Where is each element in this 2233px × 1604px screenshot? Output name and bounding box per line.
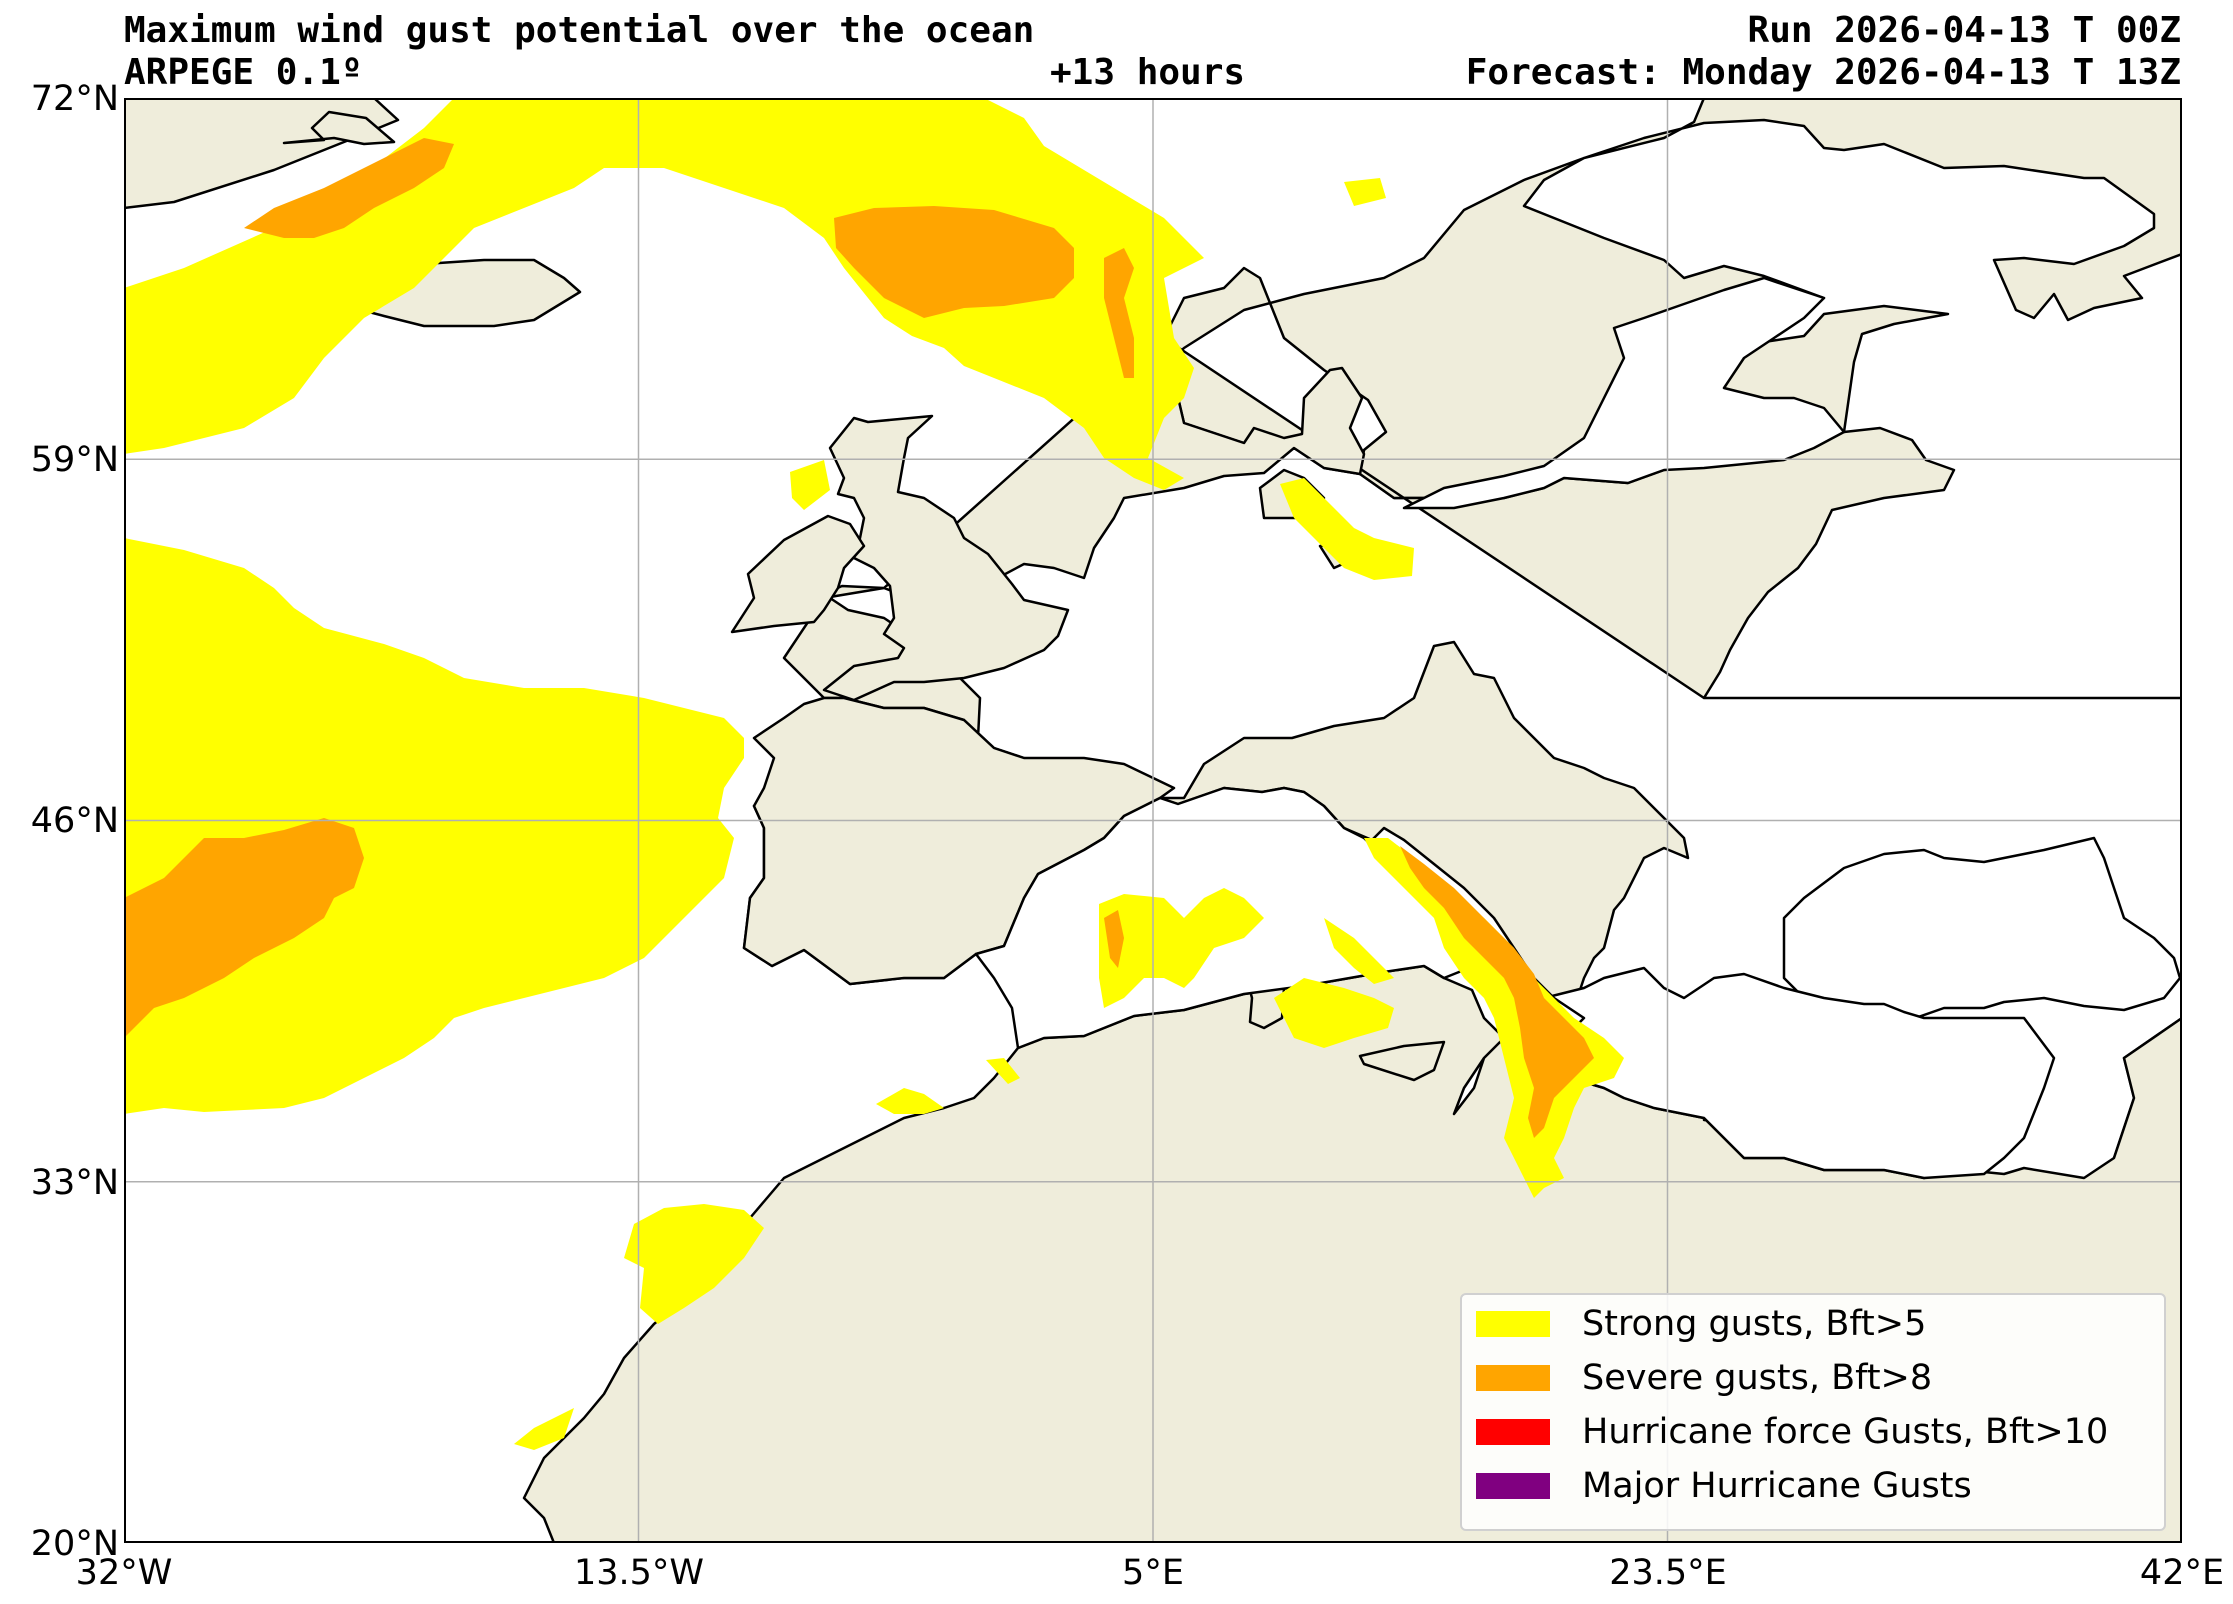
severe-gusts-norway-coast — [1104, 248, 1134, 378]
lon-label-32w: 32°W — [75, 1553, 173, 1593]
lon-label-23-5e: 23.5°E — [1609, 1553, 1727, 1593]
legend-swatch-hurricane — [1476, 1419, 1550, 1445]
legend-item-major-hurricane: Major Hurricane Gusts — [1462, 1467, 2162, 1507]
strong-gusts-tyrrhenian — [1274, 978, 1394, 1048]
forecast-label: Forecast: Monday 2026-04-13 T 13Z — [1465, 52, 2181, 93]
map-frame — [124, 98, 2182, 1543]
strong-gusts-gulf-lion — [1099, 888, 1264, 1008]
strong-gusts-italy-coast — [1324, 918, 1394, 984]
map-canvas — [124, 98, 2182, 1543]
legend-item-hurricane: Hurricane force Gusts, Bft>10 — [1462, 1413, 2162, 1453]
lat-label-20n: 20°N — [30, 1524, 119, 1564]
legend-swatch-major-hurricane — [1476, 1473, 1550, 1499]
legend-label-major-hurricane: Major Hurricane Gusts — [1582, 1466, 1972, 1506]
strong-gusts-gibraltar — [876, 1088, 944, 1114]
map-title: Maximum wind gust potential over the oce… — [124, 10, 1035, 51]
legend-label-severe: Severe gusts, Bft>8 — [1582, 1358, 1933, 1398]
severe-gusts-sardinia-west — [1104, 910, 1124, 968]
strong-gusts-north-sea — [790, 460, 830, 510]
legend-label-hurricane: Hurricane force Gusts, Bft>10 — [1582, 1412, 2109, 1452]
legend-item-severe: Severe gusts, Bft>8 — [1462, 1359, 2162, 1399]
land-jan-mayen — [282, 110, 396, 146]
severe-gusts-norwegian-sea — [834, 206, 1074, 318]
sea-east-mediterranean — [1452, 966, 2056, 1180]
strong-gusts-skagerrak — [1280, 478, 1414, 580]
lon-label-5e: 5°E — [1122, 1553, 1184, 1593]
legend-swatch-severe — [1476, 1365, 1550, 1391]
strong-gusts-adriatic — [1364, 838, 1624, 1198]
legend-item-strong: Strong gusts, Bft>5 — [1462, 1305, 2162, 1345]
lon-label-13-5w: 13.5°W — [573, 1553, 705, 1593]
lon-label-42e: 42°E — [2139, 1553, 2225, 1593]
run-label: Run 2026-04-13 T 00Z — [1747, 10, 2181, 51]
lat-label-33n: 33°N — [30, 1163, 119, 1203]
land-great-britain — [822, 414, 1070, 702]
severe-gusts-denmark-strait — [244, 138, 454, 238]
legend: Strong gusts, Bft>5 Severe gusts, Bft>8 … — [1460, 1293, 2166, 1531]
strong-gusts-mid-atlantic — [124, 538, 744, 1114]
strong-gusts-algeria — [986, 1058, 1020, 1084]
land-ireland — [730, 514, 866, 634]
strong-gusts-canaries — [624, 1204, 764, 1324]
land-sicily — [1358, 1040, 1446, 1082]
severe-gusts-atlantic-low — [124, 818, 364, 1038]
lat-label-59n: 59°N — [30, 440, 119, 480]
strong-gusts-iceland-sea — [1344, 178, 1386, 206]
lat-label-72n: 72°N — [30, 79, 119, 119]
lead-time-label: +13 hours — [1050, 52, 1246, 93]
lat-label-46n: 46°N — [30, 801, 119, 841]
model-label: ARPEGE 0.1º — [124, 52, 363, 93]
sea-baltic — [1402, 276, 1846, 510]
legend-swatch-strong — [1476, 1311, 1550, 1337]
legend-label-strong: Strong gusts, Bft>5 — [1582, 1304, 1927, 1344]
strong-gusts-morocco-coast — [514, 1408, 574, 1450]
severe-gusts-adriatic — [1400, 846, 1594, 1138]
